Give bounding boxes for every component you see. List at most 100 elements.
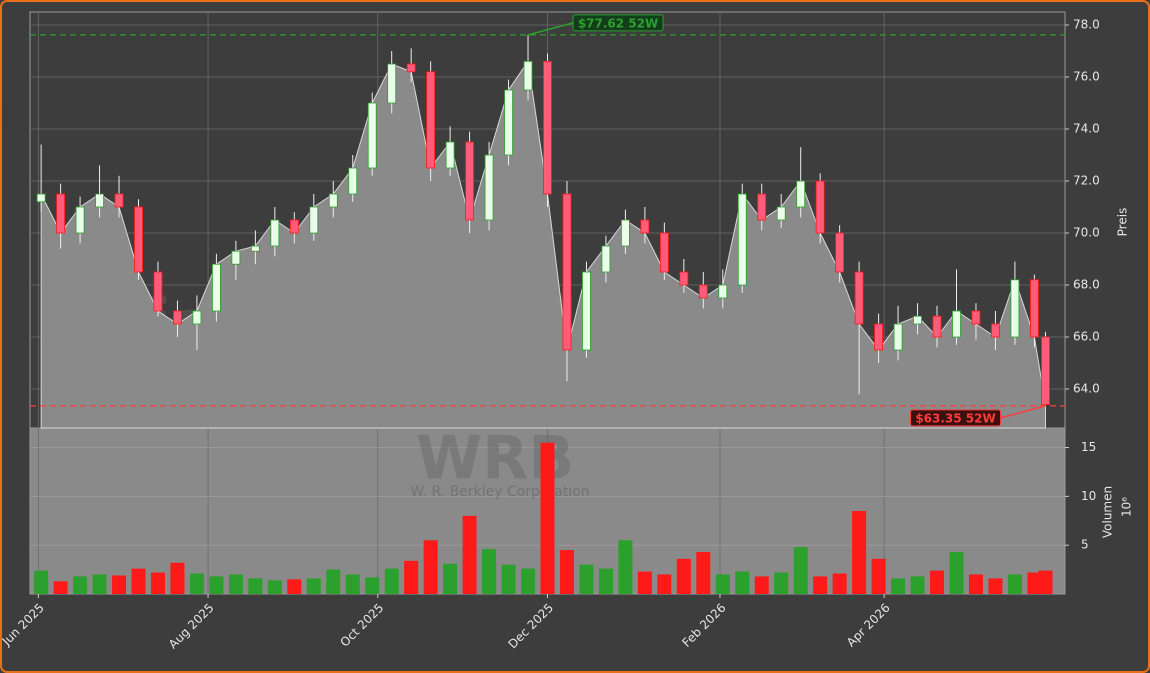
candle-body [75,206,85,234]
candle-body [854,271,864,325]
volume-bar [598,568,613,594]
candle-body [601,245,611,273]
candle-body [270,219,280,247]
y2-tick-label: 10 [1081,489,1096,503]
volume-bar [657,574,672,594]
volume-bar [676,558,691,594]
y-tick-label: 70.0 [1073,226,1100,240]
volume-bar [326,569,341,594]
candle-body [153,271,163,312]
candle-body [504,89,513,156]
candle-body [328,193,338,208]
candle-body [893,323,903,351]
volume-bar [189,573,204,594]
candle-body [952,310,961,338]
volume-bar [267,580,282,594]
candle-body [796,180,806,208]
candle-body [562,193,572,351]
volume-bar [813,576,828,594]
y2-scale-label: 10⁶ [1120,497,1134,517]
annotation-arrow [1000,405,1046,419]
annotation-arrow [527,22,574,36]
volume-bar [696,552,711,594]
candle-body [640,219,650,234]
candle-body [406,63,416,73]
candle-body [659,232,669,273]
volume-bar [852,511,867,594]
volume-bar [968,574,983,594]
candle-body [445,141,455,169]
volume-bar [53,581,68,594]
annotation-box [910,409,1002,427]
volume-bar [306,578,321,594]
volume-bar [462,515,477,594]
y-tick-label: 72.0 [1073,174,1100,188]
volume-bar [345,574,360,594]
candle-body [465,141,474,221]
candle-body [426,71,436,169]
candle-body [523,61,533,91]
annotation-label: $77.62 52W [578,16,658,30]
candle-body [212,263,221,312]
volume-bar [559,550,574,594]
volume-bar [228,574,243,594]
volume-bar [150,572,165,594]
volume-bar [754,576,769,594]
y-tick-label: 68.0 [1073,278,1100,292]
volume-bar [930,570,945,594]
candle-body [114,193,124,208]
candle-body [582,271,591,351]
volume-bar [579,564,594,594]
candle-body [250,245,260,252]
y-tick-label: 64.0 [1073,382,1100,396]
y2-tick-label: 5 [1081,538,1089,552]
volume-bar [521,568,536,594]
y2-axis-label: Volumen [1101,486,1115,538]
volume-bar [832,573,847,594]
volume-bar [1007,574,1022,594]
candle-body [309,206,319,234]
candle-body [367,102,377,169]
candle-body [776,206,786,221]
volume-bar [287,579,302,594]
volume-bar [871,558,886,594]
volume-bar [793,547,808,594]
candle-body [173,310,182,325]
volume-bar [1027,572,1042,594]
volume-bar [404,560,419,594]
volume-bar [910,576,925,594]
y2-tick-label: 15 [1081,440,1096,454]
volume-bar [482,549,497,594]
volume-bar [988,578,1003,594]
candle-body [289,219,299,234]
volume-bar [735,571,750,594]
candle-body [192,310,202,325]
volume-bar [209,576,224,594]
candle-body [679,271,689,286]
volume-bar [501,564,516,594]
y-tick-label: 76.0 [1073,70,1100,84]
candle-body [134,206,143,273]
y-tick-label: 78.0 [1073,18,1100,32]
volume-bar [92,574,107,594]
candle-body [621,219,630,247]
candle-body [1029,279,1039,338]
candle-body [1041,336,1050,405]
candle-body [757,193,767,221]
candle-body [348,167,358,195]
y-tick-label: 74.0 [1073,122,1100,136]
y-axis-label: Preis [1116,208,1130,237]
candle-body [484,154,494,221]
candle-body [387,63,397,104]
volume-bar [774,572,789,594]
candle-body [971,310,981,325]
candle-body [231,250,241,265]
volume-bar [540,442,555,594]
volume-bar [248,578,263,594]
candle-body [95,193,104,208]
candle-body [543,61,552,195]
volume-bar [34,570,49,594]
candle-body [1010,279,1020,338]
volume-bar [384,568,399,594]
annotation-box [572,14,664,32]
